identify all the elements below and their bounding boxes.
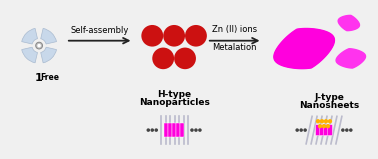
Text: Zn (II) ions: Zn (II) ions [212, 25, 257, 34]
Circle shape [190, 128, 194, 132]
Bar [180, 123, 184, 137]
FancyBboxPatch shape [327, 125, 332, 135]
Bar [176, 123, 180, 137]
FancyBboxPatch shape [316, 125, 321, 135]
Circle shape [163, 25, 185, 47]
Text: Nanoparticles: Nanoparticles [139, 98, 209, 107]
Polygon shape [336, 49, 366, 68]
Bar [168, 123, 172, 137]
Circle shape [324, 119, 328, 123]
Circle shape [185, 25, 207, 47]
Wedge shape [22, 47, 37, 63]
Text: Metalation: Metalation [212, 43, 257, 52]
FancyBboxPatch shape [319, 125, 324, 135]
Circle shape [296, 128, 299, 132]
Circle shape [318, 124, 322, 128]
Circle shape [304, 128, 307, 132]
Circle shape [341, 128, 345, 132]
Text: Nanosheets: Nanosheets [299, 101, 359, 110]
Circle shape [198, 128, 202, 132]
Circle shape [345, 128, 349, 132]
Text: H-type: H-type [157, 90, 191, 99]
Wedge shape [22, 28, 37, 44]
Circle shape [328, 119, 332, 123]
Circle shape [322, 124, 326, 128]
Wedge shape [41, 47, 57, 63]
Circle shape [316, 119, 320, 123]
Text: Self-assembly: Self-assembly [70, 26, 129, 35]
Bar [172, 123, 176, 137]
Text: Free: Free [40, 73, 59, 82]
Bar [164, 123, 168, 137]
Text: 1: 1 [35, 73, 43, 83]
Circle shape [326, 124, 330, 128]
Circle shape [141, 25, 163, 47]
Polygon shape [274, 28, 335, 69]
Text: J-type: J-type [314, 93, 344, 102]
Circle shape [152, 48, 174, 69]
Circle shape [37, 44, 41, 47]
Circle shape [36, 42, 42, 49]
Circle shape [299, 128, 303, 132]
Polygon shape [338, 15, 359, 31]
Circle shape [320, 119, 324, 123]
Circle shape [349, 128, 353, 132]
Circle shape [147, 128, 150, 132]
Circle shape [174, 48, 196, 69]
Circle shape [155, 128, 158, 132]
Circle shape [150, 128, 154, 132]
Wedge shape [41, 28, 57, 44]
Circle shape [194, 128, 198, 132]
FancyBboxPatch shape [324, 125, 328, 135]
